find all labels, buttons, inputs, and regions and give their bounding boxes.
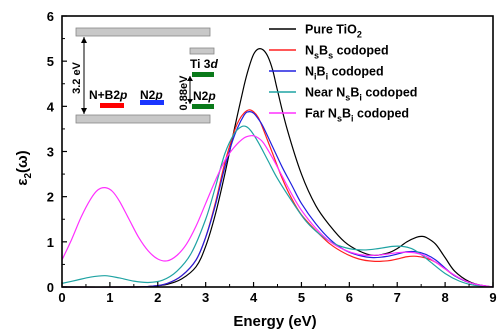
inset-ti-level xyxy=(192,72,214,77)
inset-n2p-right-label-main: N2 xyxy=(193,89,209,103)
legend-label-1: NsBs codoped xyxy=(305,44,389,61)
inset-ti-label: Ti 3d xyxy=(190,57,218,71)
y-tick-label: 6 xyxy=(47,9,54,24)
legend-label-2-part-2: B xyxy=(317,65,326,79)
inset-small-gap-arrowhead-bottom xyxy=(187,99,193,104)
inset-band-diagram: 3.2 eV N+B2p N2p Ti 3d 0.88eV N2p xyxy=(71,27,218,124)
legend-label-3-part-4: codoped xyxy=(362,86,418,100)
inset-nb-level xyxy=(100,103,124,108)
inset-gap-arrowhead-top xyxy=(81,37,87,43)
legend-label-3: Near NsBi codoped xyxy=(305,86,417,103)
legend-label-3-part-2: B xyxy=(350,86,359,100)
inset-valence-band xyxy=(75,114,211,124)
legend-label-4-part-4: codoped xyxy=(354,107,410,121)
y-tick-label: 3 xyxy=(47,145,54,160)
inset-ti-band xyxy=(189,47,215,55)
legend-label-2-part-1: i xyxy=(314,72,317,82)
legend-label-4-part-0: Far N xyxy=(305,107,337,121)
legend-label-0-part-0: Pure TiO xyxy=(305,23,357,37)
legend-label-1-part-1: s xyxy=(314,51,319,61)
inset-nb-label-main: N+B2 xyxy=(89,88,120,102)
y-axis-title: ε2(ω) xyxy=(14,150,34,185)
legend-label-4-part-3: i xyxy=(351,114,354,124)
series-line-4 xyxy=(61,134,494,288)
y-tick-label: 5 xyxy=(47,54,54,69)
legend-label-2-part-3: i xyxy=(326,72,329,82)
legend-label-4-part-2: B xyxy=(342,107,351,121)
x-tick-label: 8 xyxy=(441,290,448,305)
series-line-2 xyxy=(61,111,494,288)
y-tick-label: 4 xyxy=(47,99,55,114)
plot-frame xyxy=(61,15,494,288)
x-tick-label: 4 xyxy=(250,290,258,305)
y-tick-label: 1 xyxy=(47,235,54,250)
axis-ticks: 0 1 2 3 4 5 6 7 8 9 0 1 2 3 4 5 6 xyxy=(47,9,497,305)
inset-n2p-label-main: N2 xyxy=(140,88,156,102)
legend-label-2: NiBi codoped xyxy=(305,65,384,82)
legend-label-0-part-1: 2 xyxy=(357,30,362,40)
inset-gap-arrowhead-bottom xyxy=(81,108,87,114)
x-tick-label: 6 xyxy=(346,290,353,305)
legend-label-3-part-0: Near N xyxy=(305,86,345,100)
series-line-0 xyxy=(61,47,494,288)
x-tick-label: 1 xyxy=(106,290,113,305)
x-tick-label: 9 xyxy=(489,290,496,305)
x-axis-title: Energy (eV) xyxy=(233,313,316,330)
legend-label-1-part-0: N xyxy=(305,44,314,58)
inset-nb-label-italic: p xyxy=(119,88,127,102)
inset-n2p-label-italic: p xyxy=(154,88,162,102)
y-tick-label: 0 xyxy=(47,280,54,295)
legend-label-3-part-1: s xyxy=(345,93,350,103)
legend-label-1-part-4: codoped xyxy=(333,44,389,58)
legend-label-2-part-0: N xyxy=(305,65,314,79)
y-axis-title-tail: (ω) xyxy=(14,150,31,173)
inset-n2p-level xyxy=(140,100,164,105)
legend-label-4-part-1: s xyxy=(337,114,342,124)
legend-label-4: Far NsBi codoped xyxy=(305,107,409,124)
inset-small-gap-label: 0.88eV xyxy=(178,75,190,111)
y-tick-label: 2 xyxy=(47,190,54,205)
y-axis-title-sub: 2 xyxy=(23,173,34,179)
legend-label-2-part-4: codoped xyxy=(328,65,384,79)
inset-small-gap-arrowhead-top xyxy=(187,76,193,81)
inset-conduction-band xyxy=(75,27,211,37)
x-tick-label: 2 xyxy=(154,290,161,305)
series-line-3 xyxy=(61,125,494,288)
legend-label-1-part-3: s xyxy=(328,51,333,61)
inset-n2p-right-level xyxy=(192,104,214,109)
legend-label-3-part-3: i xyxy=(359,93,362,103)
inset-n2p-right-label-italic: p xyxy=(207,89,215,103)
inset-ti-label-main: Ti 3 xyxy=(190,57,211,71)
inset-n2p-right-label: N2p xyxy=(193,89,216,103)
y-axis-title-main: ε xyxy=(14,179,31,186)
inset-nb-label: N+B2p xyxy=(89,88,127,102)
x-tick-label: 3 xyxy=(202,290,209,305)
x-tick-label: 7 xyxy=(394,290,401,305)
inset-n2p-label: N2p xyxy=(140,88,163,102)
x-tick-label: 5 xyxy=(298,290,305,305)
plot-area xyxy=(61,47,494,288)
inset-ti-label-italic: d xyxy=(210,57,218,71)
x-tick-label: 0 xyxy=(58,290,65,305)
legend-label-0: Pure TiO2 xyxy=(305,23,362,40)
inset-gap-label: 3.2 eV xyxy=(71,61,83,93)
legend-label-1-part-2: B xyxy=(319,44,328,58)
